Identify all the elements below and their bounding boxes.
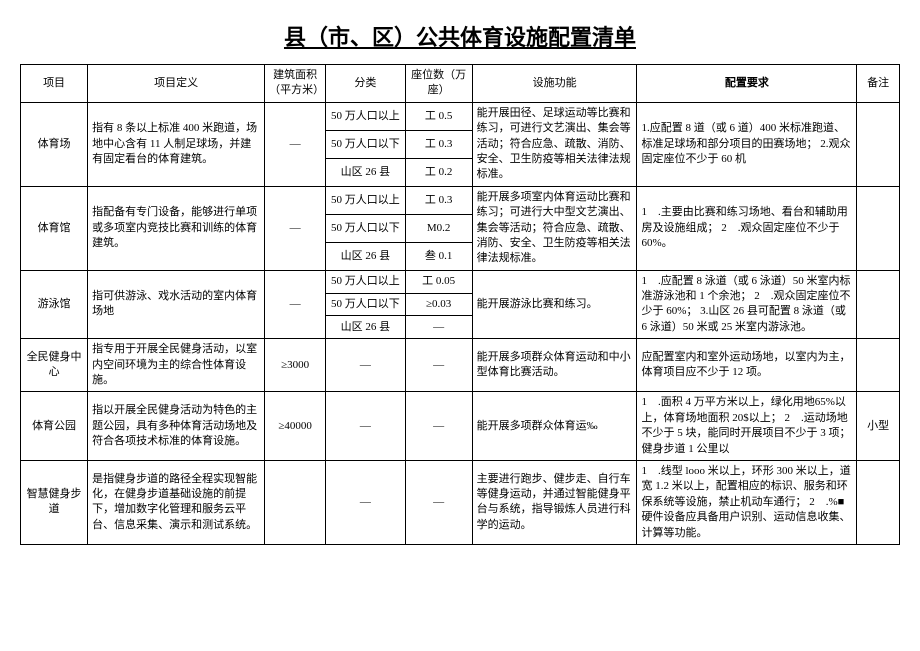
cell-gym-cat1: 50 万人口以下 (326, 214, 405, 242)
facilities-table: 项目 项目定义 建筑面积（平方米） 分类 座位数（万座） 设施功能 配置要求 备… (20, 64, 900, 545)
table-row: 全民健身中心 指专用于开展全民健身活动，以室内空间环境为主的综合性体育设施。 ≥… (21, 339, 900, 392)
cell-gym-cat2: 山区 26 县 (326, 242, 405, 270)
cell-park-cat: — (326, 392, 405, 461)
cell-fitness-cat: — (326, 339, 405, 392)
cell-stadium-cat2: 山区 26 县 (326, 158, 405, 186)
cell-trail-note (857, 460, 900, 544)
cell-fitness-seat: — (405, 339, 472, 392)
cell-pool-seat1: ≥0.03 (405, 293, 472, 316)
table-row: 体育场 指有 8 条以上标准 400 米跑道，场地中心含有 11 人制足球场，并… (21, 102, 900, 130)
cell-trail-area (265, 460, 326, 544)
cell-fitness-area: ≥3000 (265, 339, 326, 392)
table-row: 游泳馆 指可供游泳、戏水活动的室内体育场地 — 50 万人口以上 工 0.05 … (21, 270, 900, 293)
cell-stadium-def: 指有 8 条以上标准 400 米跑道，场地中心含有 11 人制足球场，并建有固定… (88, 102, 265, 186)
cell-stadium-seat2: 工 0.2 (405, 158, 472, 186)
table-row: 体育公园 指以开展全民健身活动为特色的主题公园，具有多种体育活动场地及符合各项技… (21, 392, 900, 461)
cell-park-note: 小型 (857, 392, 900, 461)
header-proj: 项目 (21, 65, 88, 103)
cell-pool-seat2: — (405, 316, 472, 339)
cell-pool-req: 1 .应配置 8 泳道（或 6 泳道）50 米室内标准游泳池和 1 个余池； 2… (637, 270, 857, 339)
cell-stadium-req: 1.应配置 8 道（或 6 道）400 米标准跑道、标准足球场和部分项目的田赛场… (637, 102, 857, 186)
cell-park-seat: — (405, 392, 472, 461)
cell-fitness-func: 能开展多项群众体育运动和中小型体育比赛活动。 (472, 339, 637, 392)
cell-pool-area: — (265, 270, 326, 339)
cell-pool-name: 游泳馆 (21, 270, 88, 339)
cell-park-func: 能开展多项群众体育运‰ (472, 392, 637, 461)
cell-stadium-seat1: 工 0.3 (405, 130, 472, 158)
cell-pool-cat1: 50 万人口以下 (326, 293, 405, 316)
cell-fitness-note (857, 339, 900, 392)
cell-park-area: ≥40000 (265, 392, 326, 461)
cell-trail-cat: — (326, 460, 405, 544)
cell-pool-def: 指可供游泳、戏水活动的室内体育场地 (88, 270, 265, 339)
cell-gym-seat2: 叁 0.1 (405, 242, 472, 270)
cell-stadium-func: 能开展田径、足球运动等比赛和练习，可进行文艺演出、集会等活动；符合应急、疏散、消… (472, 102, 637, 186)
cell-stadium-cat0: 50 万人口以上 (326, 102, 405, 130)
cell-stadium-name: 体育场 (21, 102, 88, 186)
cell-gym-name: 体育馆 (21, 186, 88, 270)
cell-park-req: 1 .面积 4 万平方米以上，绿化用地65%以上，体育场地面积 20$以上； 2… (637, 392, 857, 461)
cell-stadium-area: — (265, 102, 326, 186)
cell-pool-seat0: 工 0.05 (405, 270, 472, 293)
cell-trail-func: 主要进行跑步、健步走、自行车等健身运动，并通过智能健身平台与系统，指导锻炼人员进… (472, 460, 637, 544)
header-def: 项目定义 (88, 65, 265, 103)
header-func: 设施功能 (472, 65, 637, 103)
cell-pool-func: 能开展游泳比赛和练习。 (472, 270, 637, 339)
cell-pool-cat0: 50 万人口以上 (326, 270, 405, 293)
cell-park-def: 指以开展全民健身活动为特色的主题公园，具有多种体育活动场地及符合各项技术标准的体… (88, 392, 265, 461)
table-row: 智慧健身步道 是指健身步道的路径全程实现智能化，在健身步道基础设施的前提下，增加… (21, 460, 900, 544)
cell-fitness-req: 应配置室内和室外运动场地，以室内为主，体育项目应不少于 12 项。 (637, 339, 857, 392)
cell-gym-cat0: 50 万人口以上 (326, 186, 405, 214)
cell-pool-note (857, 270, 900, 339)
cell-fitness-def: 指专用于开展全民健身活动，以室内空间环境为主的综合性体育设施。 (88, 339, 265, 392)
cell-stadium-note (857, 102, 900, 186)
cell-gym-func: 能开展多项室内体育运动比赛和练习；可进行大中型文艺演出、集会等活动；符合应急、疏… (472, 186, 637, 270)
table-header-row: 项目 项目定义 建筑面积（平方米） 分类 座位数（万座） 设施功能 配置要求 备… (21, 65, 900, 103)
header-cat: 分类 (326, 65, 405, 103)
page-title: 县（市、区）公共体育设施配置清单 (20, 20, 900, 52)
cell-trail-name: 智慧健身步道 (21, 460, 88, 544)
cell-stadium-seat0: 工 0.5 (405, 102, 472, 130)
cell-gym-area: — (265, 186, 326, 270)
cell-gym-req: 1 .主要由比赛和练习场地、看台和辅助用房及设施组成； 2 .观众固定座位不少于… (637, 186, 857, 270)
cell-gym-def: 指配备有专门设备，能够进行单项或多项室内竞技比赛和训练的体育建筑。 (88, 186, 265, 270)
cell-trail-req: 1 .线型 looo 米以上，环形 300 米以上，道宽 1.2 米以上，配置相… (637, 460, 857, 544)
header-req: 配置要求 (637, 65, 857, 103)
cell-fitness-name: 全民健身中心 (21, 339, 88, 392)
cell-stadium-cat1: 50 万人口以下 (326, 130, 405, 158)
cell-gym-note (857, 186, 900, 270)
cell-trail-seat: — (405, 460, 472, 544)
table-row: 体育馆 指配备有专门设备，能够进行单项或多项室内竞技比赛和训练的体育建筑。 — … (21, 186, 900, 214)
cell-pool-cat2: 山区 26 县 (326, 316, 405, 339)
cell-gym-seat0: 工 0.3 (405, 186, 472, 214)
header-seat: 座位数（万座） (405, 65, 472, 103)
header-note: 备注 (857, 65, 900, 103)
cell-park-name: 体育公园 (21, 392, 88, 461)
header-area: 建筑面积（平方米） (265, 65, 326, 103)
cell-trail-def: 是指健身步道的路径全程实现智能化，在健身步道基础设施的前提下，增加数字化管理和服… (88, 460, 265, 544)
cell-gym-seat1: M0.2 (405, 214, 472, 242)
